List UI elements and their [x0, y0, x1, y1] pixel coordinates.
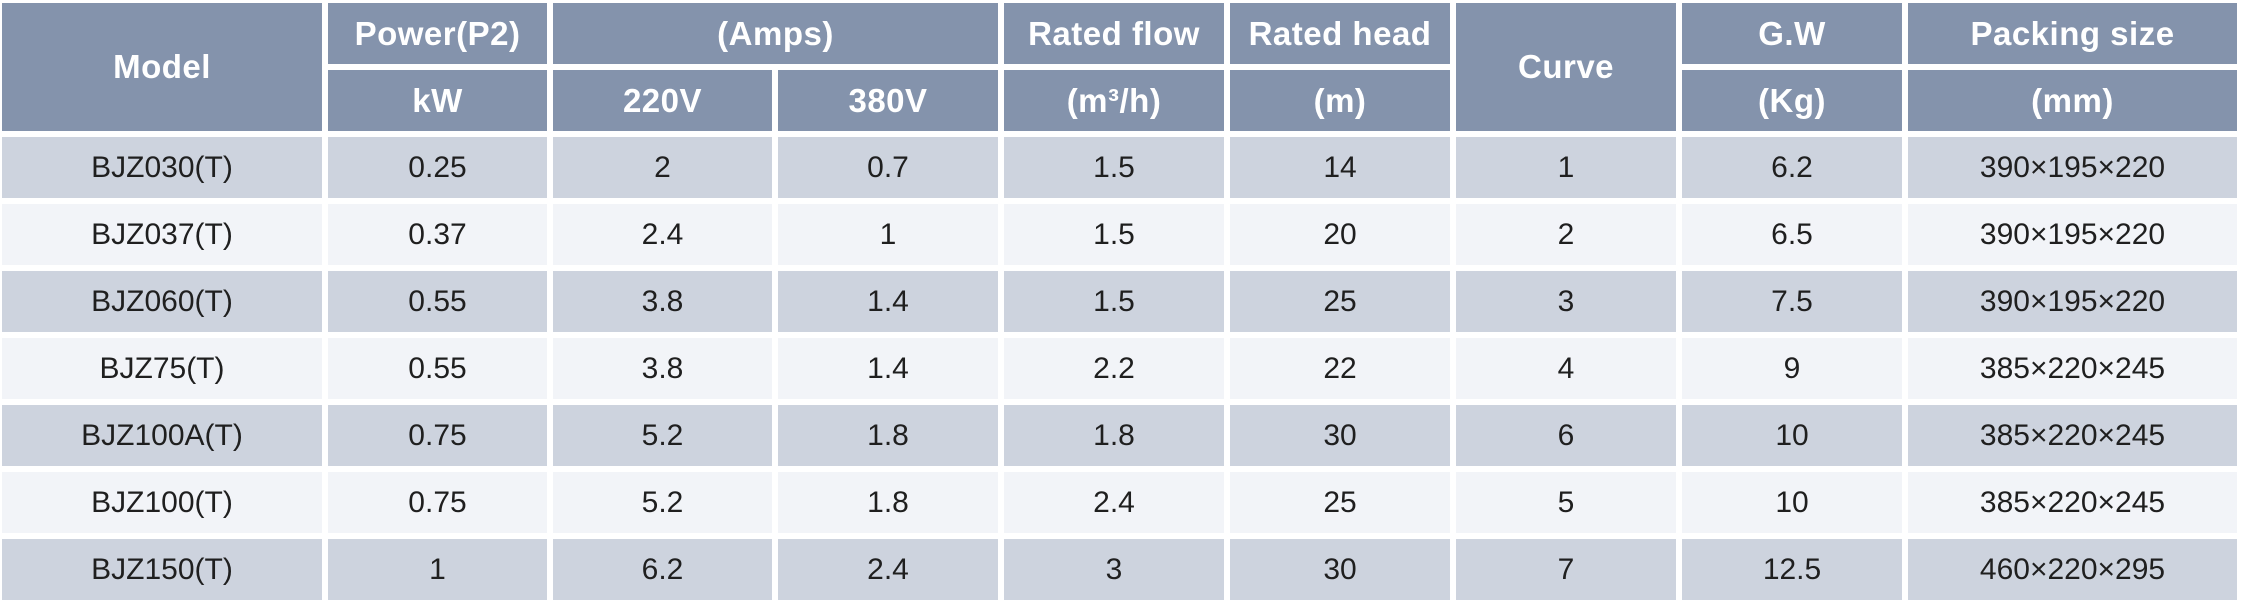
header-amps-380v: 380V	[778, 70, 999, 131]
cell-curve: 5	[1456, 472, 1677, 533]
header-curve: Curve	[1456, 3, 1677, 131]
cell-amps-220v: 2.4	[553, 204, 772, 265]
cell-rated-flow: 1.5	[1004, 137, 1225, 198]
cell-amps-380v: 1.4	[778, 338, 999, 399]
cell-rated-flow: 1.5	[1004, 271, 1225, 332]
cell-model: BJZ030(T)	[2, 137, 322, 198]
cell-gw-kg: 10	[1682, 405, 1903, 466]
header-gw-title: G.W	[1682, 3, 1903, 64]
cell-amps-220v: 3.8	[553, 338, 772, 399]
cell-packing-size: 385×220×245	[1908, 338, 2238, 399]
cell-curve: 2	[1456, 204, 1677, 265]
cell-amps-220v: 5.2	[553, 405, 772, 466]
cell-rated-flow: 2.4	[1004, 472, 1225, 533]
cell-model: BJZ060(T)	[2, 271, 322, 332]
table-row: BJZ150(T) 1 6.2 2.4 3 30 7 12.5 460×220×295	[2, 539, 2238, 600]
cell-power-kw: 0.55	[328, 271, 547, 332]
header-rated-flow-unit: (m³/h)	[1004, 70, 1225, 131]
cell-power-kw: 0.37	[328, 204, 547, 265]
table-row: BJZ75(T) 0.55 3.8 1.4 2.2 22 4 9 385×220×245	[2, 338, 2238, 399]
table-row: BJZ037(T) 0.37 2.4 1 1.5 20 2 6.5 390×195×220	[2, 204, 2238, 265]
cell-gw-kg: 9	[1682, 338, 1903, 399]
cell-gw-kg: 6.5	[1682, 204, 1903, 265]
cell-rated-flow: 1.5	[1004, 204, 1225, 265]
cell-rated-head: 14	[1230, 137, 1451, 198]
cell-packing-size: 390×195×220	[1908, 137, 2238, 198]
header-rated-flow-title: Rated flow	[1004, 3, 1225, 64]
cell-amps-380v: 0.7	[778, 137, 999, 198]
cell-power-kw: 0.25	[328, 137, 547, 198]
cell-power-kw: 0.75	[328, 472, 547, 533]
cell-rated-head: 22	[1230, 338, 1451, 399]
header-gw-unit: (Kg)	[1682, 70, 1903, 131]
cell-model: BJZ75(T)	[2, 338, 322, 399]
header-rated-head-title: Rated head	[1230, 3, 1451, 64]
cell-amps-380v: 1.4	[778, 271, 999, 332]
cell-gw-kg: 10	[1682, 472, 1903, 533]
cell-rated-head: 30	[1230, 405, 1451, 466]
header-amps-title: (Amps)	[553, 3, 999, 64]
header-amps-220v: 220V	[553, 70, 772, 131]
cell-curve: 7	[1456, 539, 1677, 600]
cell-packing-size: 460×220×295	[1908, 539, 2238, 600]
cell-packing-size: 390×195×220	[1908, 271, 2238, 332]
table-row: BJZ100(T) 0.75 5.2 1.8 2.4 25 5 10 385×220×245	[2, 472, 2238, 533]
cell-rated-head: 25	[1230, 472, 1451, 533]
cell-curve: 6	[1456, 405, 1677, 466]
cell-curve: 4	[1456, 338, 1677, 399]
table-row: BJZ030(T) 0.25 2 0.7 1.5 14 1 6.2 390×195×220	[2, 137, 2238, 198]
cell-rated-head: 30	[1230, 539, 1451, 600]
table-header: Model Power(P2) (Amps) Rated flow Rated …	[2, 3, 2238, 131]
header-power-unit: kW	[328, 70, 547, 131]
cell-model: BJZ150(T)	[2, 539, 322, 600]
cell-rated-flow: 2.2	[1004, 338, 1225, 399]
cell-power-kw: 0.55	[328, 338, 547, 399]
cell-amps-220v: 2	[553, 137, 772, 198]
header-packing-title: Packing size	[1908, 3, 2238, 64]
table-body: BJZ030(T) 0.25 2 0.7 1.5 14 1 6.2 390×195×220 BJZ…	[2, 137, 2238, 600]
header-packing-unit: (mm)	[1908, 70, 2238, 131]
cell-rated-head: 25	[1230, 271, 1451, 332]
cell-gw-kg: 6.2	[1682, 137, 1903, 198]
table-row: BJZ100A(T) 0.75 5.2 1.8 1.8 30 6 10 385×220×245	[2, 405, 2238, 466]
header-power-title: Power(P2)	[328, 3, 547, 64]
header-rated-head-unit: (m)	[1230, 70, 1451, 131]
cell-packing-size: 385×220×245	[1908, 405, 2238, 466]
cell-amps-220v: 3.8	[553, 271, 772, 332]
cell-gw-kg: 7.5	[1682, 271, 1903, 332]
cell-model: BJZ100(T)	[2, 472, 322, 533]
table-row: BJZ060(T) 0.55 3.8 1.4 1.5 25 3 7.5 390×195×220	[2, 271, 2238, 332]
cell-amps-220v: 6.2	[553, 539, 772, 600]
cell-rated-flow: 1.8	[1004, 405, 1225, 466]
cell-model: BJZ037(T)	[2, 204, 322, 265]
header-row-titles: Model Power(P2) (Amps) Rated flow Rated …	[2, 3, 2238, 131]
cell-rated-head: 20	[1230, 204, 1451, 265]
cell-gw-kg: 12.5	[1682, 539, 1903, 600]
cell-amps-380v: 1	[778, 204, 999, 265]
cell-power-kw: 0.75	[328, 405, 547, 466]
cell-amps-380v: 1.8	[778, 405, 999, 466]
cell-packing-size: 385×220×245	[1908, 472, 2238, 533]
cell-model: BJZ100A(T)	[2, 405, 322, 466]
cell-curve: 1	[1456, 137, 1677, 198]
cell-amps-380v: 1.8	[778, 472, 999, 533]
cell-rated-flow: 3	[1004, 539, 1225, 600]
cell-packing-size: 390×195×220	[1908, 204, 2238, 265]
header-model: Model	[2, 3, 322, 131]
cell-curve: 3	[1456, 271, 1677, 332]
cell-amps-380v: 2.4	[778, 539, 999, 600]
header-row-units: kW 220V 380V (m³/h) (m) (Kg) (mm)	[2, 70, 2238, 131]
cell-amps-220v: 5.2	[553, 472, 772, 533]
cell-power-kw: 1	[328, 539, 547, 600]
